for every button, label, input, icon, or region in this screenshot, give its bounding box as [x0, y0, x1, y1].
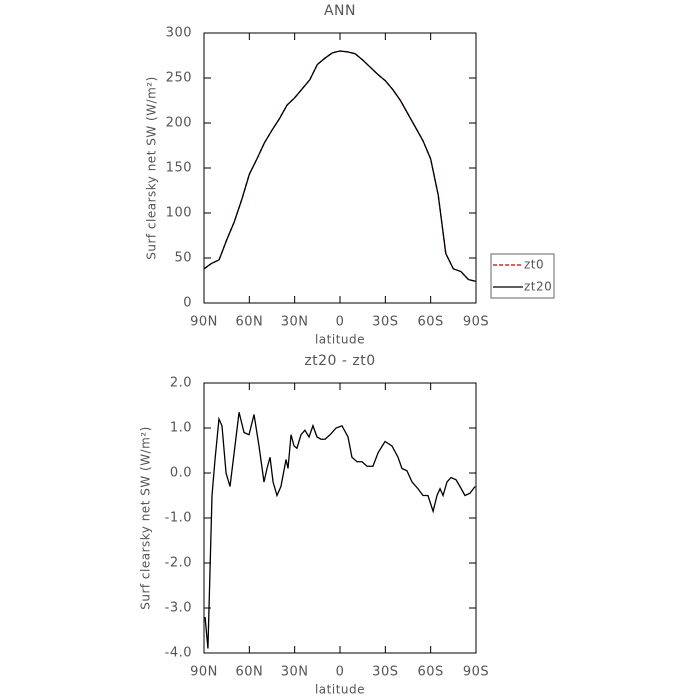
x-tick-label: 30N	[281, 315, 309, 330]
x-tick-label: 30N	[281, 665, 309, 680]
y-tick-label: 200	[166, 116, 192, 131]
y-tick-label: 250	[166, 71, 192, 86]
y-tick-label: -1.0	[165, 511, 192, 526]
data-line	[203, 50, 477, 283]
data-line	[204, 412, 476, 649]
plot-frame	[203, 382, 477, 654]
x-tick-label: 90N	[190, 665, 218, 680]
y-tick-label: 2.0	[170, 376, 192, 391]
chart-title: zt20 - zt0	[304, 353, 375, 369]
x-tick-label: 90S	[463, 665, 489, 680]
x-tick-label: 60N	[235, 665, 263, 680]
x-tick-label: 60S	[418, 665, 444, 680]
y-tick-label: 50	[174, 251, 192, 266]
y-tick-label: -4.0	[165, 646, 192, 661]
y-tick-label: 1.0	[170, 421, 192, 436]
legend-label: zt0	[524, 258, 544, 272]
chart-title: ANN	[324, 3, 356, 19]
x-tick-label: 30S	[372, 665, 398, 680]
y-tick-label: 150	[166, 161, 192, 176]
x-axis-label: latitude	[315, 333, 365, 347]
data-line	[203, 50, 477, 283]
y-axis-label: Surf clearsky net SW (W/m²)	[145, 76, 159, 260]
x-tick-label: 60N	[235, 315, 263, 330]
x-tick-label: 0	[336, 665, 345, 680]
x-tick-label: 60S	[418, 315, 444, 330]
x-tick-label: 0	[336, 315, 345, 330]
y-tick-label: -3.0	[165, 601, 192, 616]
y-tick-label: 0	[183, 296, 192, 311]
y-tick-label: -2.0	[165, 556, 192, 571]
y-tick-label: 300	[166, 26, 192, 41]
plot-frame	[203, 32, 477, 304]
x-tick-label: 30S	[372, 315, 398, 330]
x-tick-label: 90N	[190, 315, 218, 330]
y-axis-label: Surf clearsky net SW (W/m²)	[139, 426, 153, 610]
x-axis-label: latitude	[315, 683, 365, 697]
legend-label: zt20	[524, 280, 552, 294]
x-tick-label: 90S	[463, 315, 489, 330]
y-tick-label: 0.0	[170, 466, 192, 481]
y-tick-label: 100	[166, 206, 192, 221]
legend-box	[490, 253, 555, 299]
